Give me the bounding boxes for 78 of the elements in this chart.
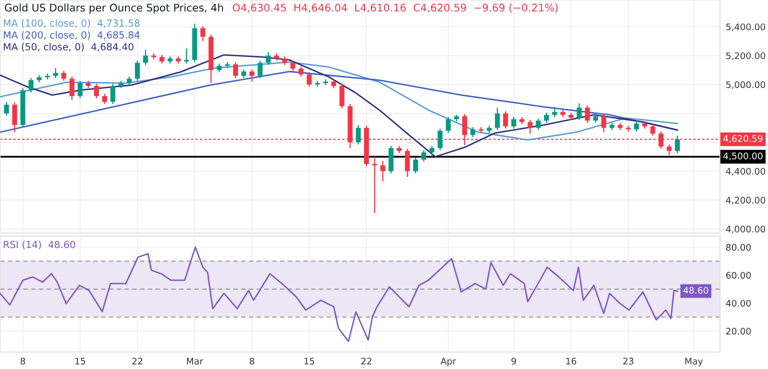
candlestick <box>576 102 582 120</box>
candlestick <box>470 126 476 138</box>
candlestick <box>143 49 148 66</box>
candlestick <box>28 77 34 94</box>
x-tick-label: 16 <box>566 358 576 365</box>
candlestick <box>258 60 263 79</box>
candlestick <box>298 66 304 78</box>
candlestick <box>650 124 656 136</box>
candlestick <box>184 48 189 64</box>
y-tick-label: 4,200.00 <box>726 196 766 205</box>
candlestick <box>102 93 108 105</box>
candlestick <box>584 104 590 124</box>
candlestick <box>429 145 434 158</box>
ref-line-label: 4,620.59 <box>723 135 762 143</box>
candlestick <box>339 83 344 109</box>
x-tick-label: 8 <box>250 358 254 365</box>
y-tick-label: 4,000.00 <box>726 226 766 234</box>
candlestick <box>233 62 238 79</box>
y-tick-label: 20.00 <box>726 328 751 335</box>
candlestick <box>446 116 451 134</box>
candlestick <box>249 68 254 82</box>
candlestick <box>626 125 631 132</box>
text: RSI (14) 48.60 <box>4 240 76 250</box>
candlestick <box>413 156 418 174</box>
candlestick <box>511 116 516 130</box>
y-tick-label: 5,200.00 <box>726 52 766 60</box>
candlestick <box>151 52 156 60</box>
y-tick-label: 80.00 <box>726 244 751 251</box>
candlestick <box>634 120 639 132</box>
x-tick-label: 22 <box>132 358 142 364</box>
chart-title: Gold US Dollars per Ounce Spot Prices, 4h <box>4 3 223 14</box>
text: MA (50, close, 0) 4,684.40 <box>4 42 134 52</box>
candlestick <box>528 119 533 134</box>
candlestick <box>544 112 549 124</box>
candlestick <box>356 124 361 146</box>
text: MA (200, close, 0) 4,685.84 <box>4 31 140 40</box>
candlestick <box>552 106 558 118</box>
x-tick-label: 15 <box>304 358 314 365</box>
candlestick <box>110 83 116 105</box>
candlestick <box>674 135 680 154</box>
x-tick-label: 23 <box>623 358 634 365</box>
y-tick-label: 5,400.00 <box>726 23 766 32</box>
y-tick-label: 4,400.00 <box>726 168 766 176</box>
y-tick-label: 5,000.00 <box>726 81 766 89</box>
candlestick <box>372 156 378 214</box>
candlestick <box>94 83 99 99</box>
candlestick <box>306 72 312 88</box>
text: MA (100, close, 0) 4,731.58 <box>4 19 140 28</box>
y-tick-label: 60.00 <box>726 272 751 279</box>
candlestick <box>601 114 606 133</box>
candlestick <box>266 51 271 66</box>
candlestick <box>494 107 500 131</box>
candlestick <box>69 76 74 101</box>
candlestick <box>536 118 541 131</box>
candlestick <box>53 67 58 79</box>
chart-subtitle: O4,630.45 H4,646.04 L4,610.16 C4,620.59 −9.69 (−0.21%) <box>232 4 558 13</box>
x-tick-label: 8 <box>20 358 26 365</box>
x-tick-label: 9 <box>511 358 516 365</box>
candlestick <box>503 110 508 130</box>
candlestick <box>4 101 9 116</box>
candlestick <box>404 148 410 178</box>
candlestick <box>134 60 140 82</box>
x-tick-label: Mar <box>187 358 204 365</box>
x-tick-label: Apr <box>440 358 456 366</box>
candlestick <box>12 102 18 133</box>
candlestick <box>666 144 672 156</box>
x-tick-label: 15 <box>75 358 86 365</box>
candlestick <box>388 145 394 174</box>
y-tick-label: 40.00 <box>726 300 751 307</box>
data-label: 48.60 <box>683 286 708 294</box>
candlestick <box>438 128 443 151</box>
ref-line-label: 4,500.00 <box>723 152 762 160</box>
candlestick <box>78 80 83 99</box>
x-tick-label: 22 <box>361 358 372 364</box>
candlestick <box>380 160 386 182</box>
candlestick <box>290 60 296 72</box>
candlestick <box>200 25 206 42</box>
x-tick-label: May <box>685 358 703 366</box>
